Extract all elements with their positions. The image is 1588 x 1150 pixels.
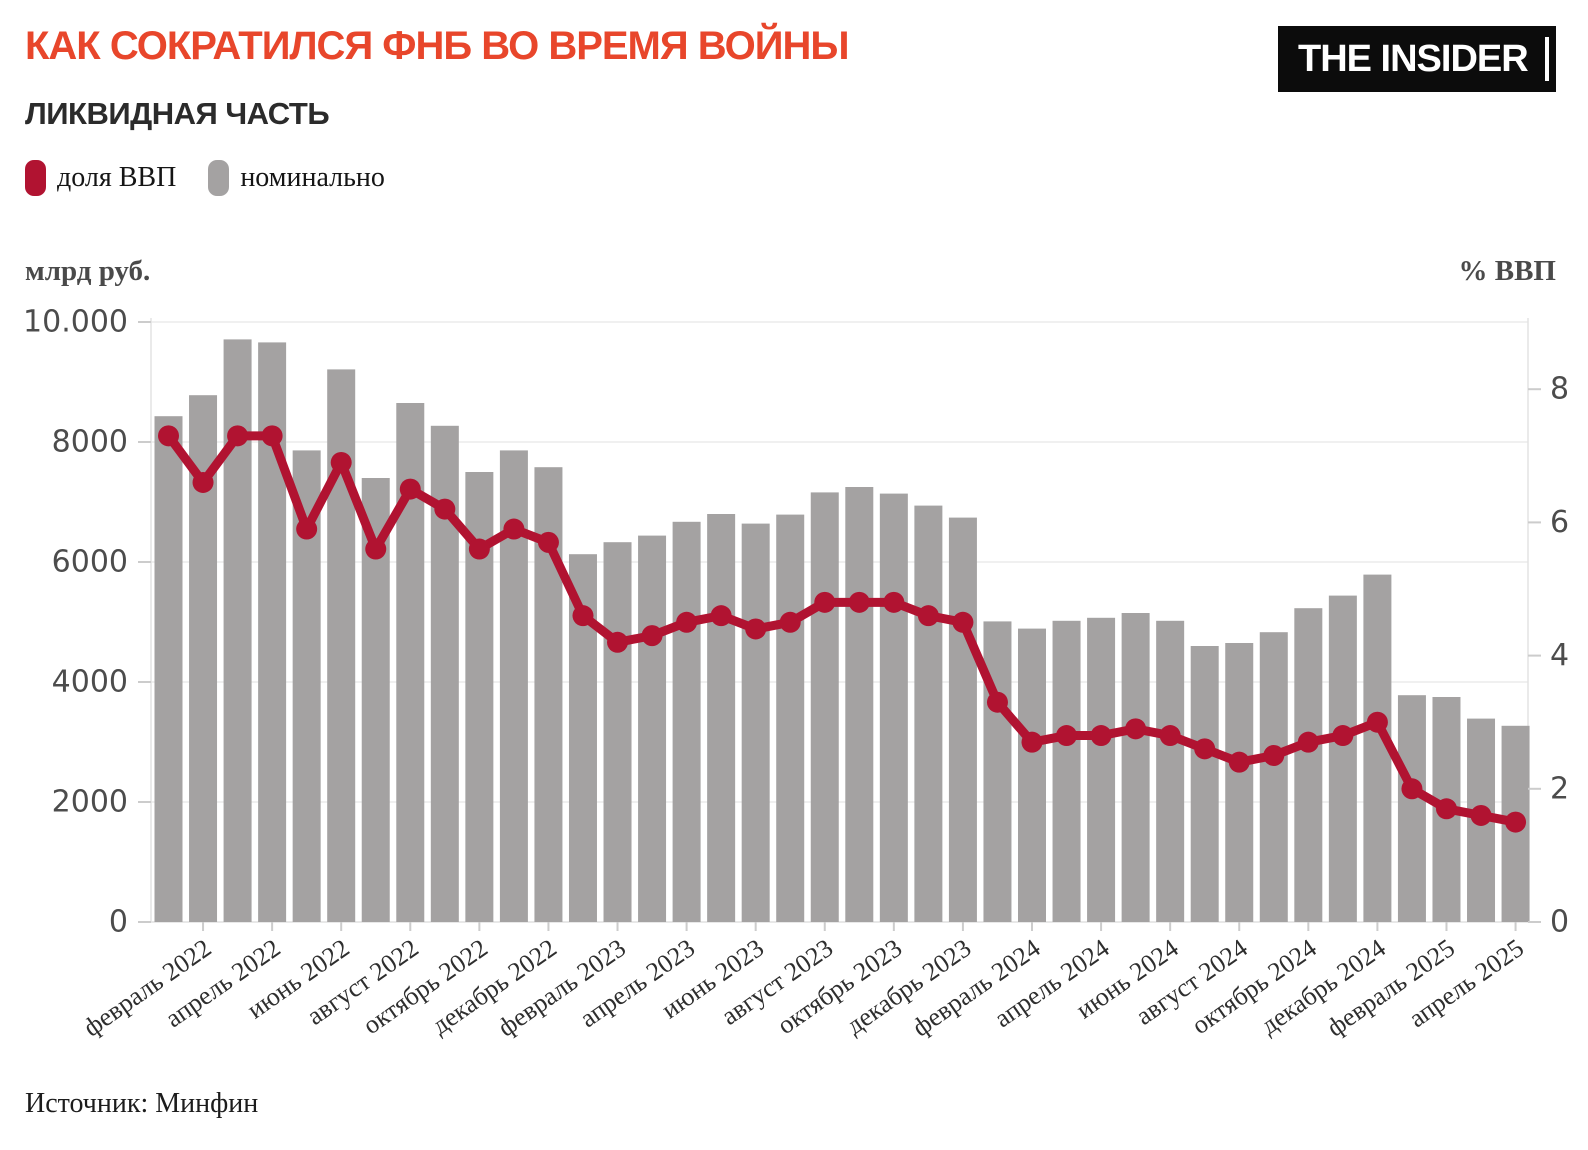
- right-tick-label: 4: [1550, 638, 1569, 673]
- bar: [1018, 628, 1046, 922]
- line-point: [1505, 811, 1527, 833]
- line-point: [1090, 725, 1112, 747]
- line-point: [745, 618, 767, 640]
- bar: [1225, 643, 1254, 922]
- bar: [672, 521, 701, 922]
- legend-swatch-gdp-share: [25, 160, 46, 196]
- line-point: [192, 471, 214, 493]
- legend-swatch-nominal: [208, 160, 230, 196]
- right-tick-label: 2: [1550, 771, 1569, 806]
- left-tick-label: 8000: [52, 425, 128, 460]
- bar: [1121, 613, 1150, 922]
- line-point: [468, 538, 490, 560]
- bar: [1397, 695, 1426, 922]
- right-tick-label: 6: [1550, 505, 1569, 540]
- line-point: [158, 425, 179, 447]
- line-point: [779, 611, 801, 633]
- gdp-share-line: [164, 431, 1521, 827]
- line-point: [1401, 778, 1423, 800]
- gdp-share-points: [158, 425, 1527, 833]
- bar: [810, 492, 839, 922]
- brand-logo: THE INSIDER: [1278, 26, 1556, 92]
- right-tick-label: 8: [1550, 372, 1569, 407]
- bar: [741, 523, 770, 922]
- line-point: [572, 605, 594, 627]
- line-point: [952, 611, 974, 633]
- right-axis-title: % ВВП: [1458, 255, 1557, 287]
- bar: [776, 514, 805, 922]
- left-tick-label: 10.000: [23, 305, 128, 340]
- line-point: [296, 518, 318, 540]
- line-point: [1332, 725, 1354, 747]
- bar: [914, 505, 943, 922]
- line-point: [1194, 738, 1216, 760]
- left-axis-title: млрд руб.: [25, 255, 151, 287]
- line-point: [1056, 725, 1078, 747]
- line-point: [399, 478, 421, 500]
- line-point: [1263, 745, 1285, 766]
- bar: [879, 493, 908, 922]
- line-point: [1021, 731, 1043, 753]
- line-point: [434, 498, 456, 520]
- line-point: [607, 631, 629, 653]
- line-point: [537, 531, 559, 553]
- line-point: [814, 591, 836, 613]
- line-point: [1159, 725, 1181, 747]
- line-point: [676, 611, 698, 633]
- legend-item-nominal: номинально: [208, 160, 385, 196]
- line-point: [1297, 731, 1319, 753]
- line-point: [1435, 798, 1457, 820]
- bar: [1259, 632, 1288, 922]
- line-point: [917, 605, 939, 627]
- left-tick-label: 2000: [52, 785, 128, 820]
- right-tick-label: 0: [1550, 905, 1569, 940]
- left-tick-label: 6000: [52, 545, 128, 580]
- logo-cursor-bar: [1545, 37, 1549, 81]
- line-point: [261, 425, 283, 447]
- left-tick-label: 0: [109, 905, 128, 940]
- brand-logo-text: THE INSIDER: [1298, 37, 1529, 80]
- bars-nominal: [154, 339, 1530, 922]
- bar: [603, 542, 632, 922]
- source-note: Источник: Минфин: [25, 1088, 259, 1119]
- line-point: [641, 625, 663, 647]
- bar: [983, 621, 1012, 922]
- line-point: [848, 591, 870, 613]
- line-point: [227, 425, 249, 447]
- bar: [845, 487, 874, 922]
- chart-legend: доля ВВП номинально: [25, 160, 385, 196]
- bar: [1294, 608, 1323, 922]
- line-point: [883, 591, 905, 613]
- bar: [1052, 620, 1081, 922]
- bar: [948, 517, 977, 922]
- page-subtitle: ЛИКВИДНАЯ ЧАСТЬ: [25, 96, 330, 131]
- line-point: [1228, 751, 1250, 773]
- legend-label-nominal: номинально: [240, 162, 385, 193]
- line-point: [1366, 711, 1388, 733]
- line-point: [710, 605, 732, 627]
- bar: [154, 416, 183, 922]
- line-point: [1125, 718, 1147, 740]
- left-tick-label: 4000: [52, 665, 128, 700]
- legend-label-gdp-share: доля ВВП: [57, 162, 177, 193]
- bar: [1156, 620, 1185, 922]
- legend-item-gdp-share: доля ВВП: [25, 160, 176, 196]
- bar: [1190, 646, 1219, 922]
- bar: [638, 535, 667, 922]
- page-title: КАК СОКРАТИЛСЯ ФНБ ВО ВРЕМЯ ВОЙНЫ: [25, 24, 850, 68]
- line-point: [986, 691, 1008, 713]
- line-point: [503, 518, 525, 540]
- line-point: [365, 538, 387, 560]
- bar: [707, 514, 736, 922]
- bar: [1328, 595, 1357, 922]
- line-point: [330, 451, 352, 473]
- bar: [1087, 617, 1116, 922]
- line-point: [1470, 804, 1492, 826]
